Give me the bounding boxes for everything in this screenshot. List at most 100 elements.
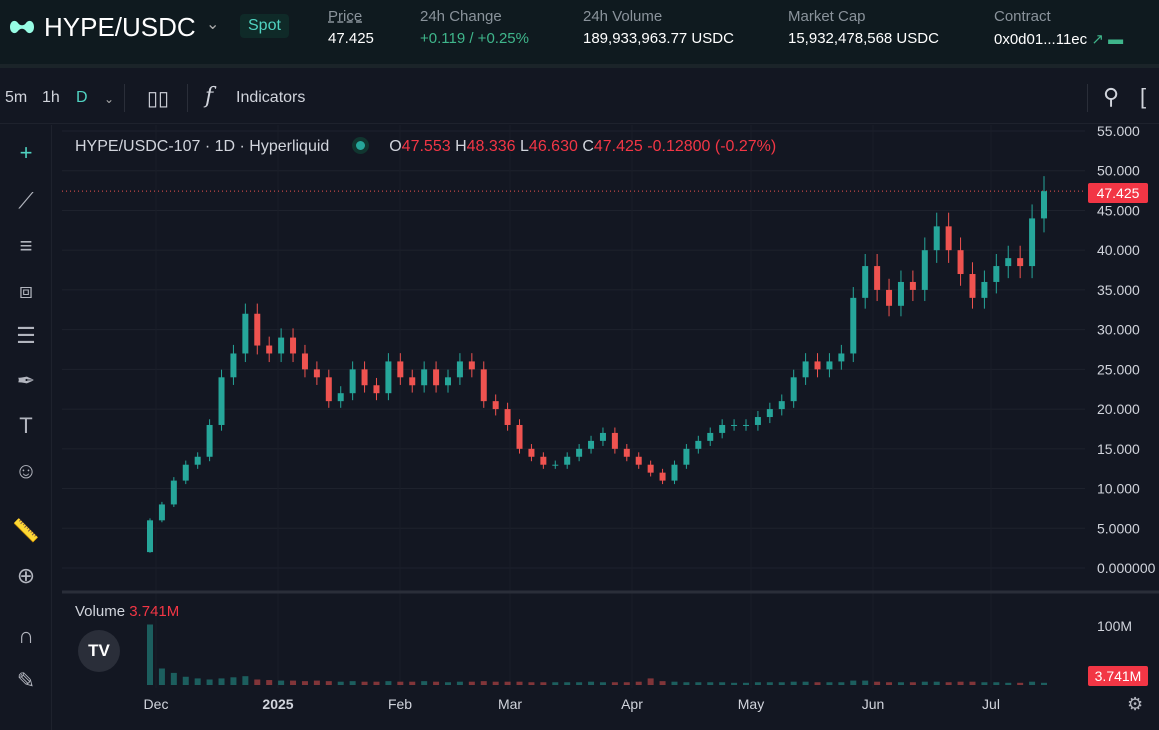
- magnet-icon[interactable]: ∩: [18, 623, 34, 648]
- candle: [874, 266, 881, 290]
- horizontal-lines-icon[interactable]: ≡: [19, 233, 33, 258]
- candle-type-icon[interactable]: ▯▯: [147, 88, 170, 110]
- y-tick-label: 35.000: [1097, 282, 1140, 298]
- candle: [325, 377, 332, 402]
- volume-bar: [504, 681, 511, 685]
- pair-selector[interactable]: HYPE/USDC: [44, 12, 196, 42]
- candle: [373, 385, 380, 394]
- volume-bar: [290, 680, 297, 685]
- candle: [301, 353, 308, 370]
- brush-icon[interactable]: ✒: [16, 368, 36, 393]
- crosshair-icon[interactable]: +: [19, 140, 33, 165]
- pattern-icon[interactable]: ⧈: [19, 278, 33, 303]
- candle: [1041, 191, 1047, 219]
- volume-bar: [790, 681, 797, 685]
- tradingview-logo[interactable]: TV: [78, 630, 120, 672]
- volume-bar: [516, 681, 523, 685]
- volume-bar: [313, 680, 320, 685]
- candle: [1029, 218, 1036, 267]
- volume-bar: [862, 680, 869, 685]
- volume-bar: [1005, 682, 1012, 685]
- zoom-in-icon[interactable]: ⊕: [16, 563, 36, 588]
- candle: [599, 432, 606, 441]
- candle: [1005, 258, 1012, 267]
- candle: [659, 472, 666, 481]
- candle: [230, 353, 237, 378]
- stat-24h-volume: 24h Volume 189,933,963.77 USDC: [583, 8, 734, 47]
- candle: [897, 281, 904, 306]
- interval-d[interactable]: D: [76, 89, 88, 106]
- chevron-down-icon[interactable]: ⌄: [206, 16, 220, 33]
- interval-dropdown-icon[interactable]: ⌄: [104, 92, 115, 106]
- interval-1h[interactable]: 1h: [42, 89, 60, 106]
- volume-bar: [802, 681, 809, 685]
- candle: [957, 250, 964, 275]
- volume-bar: [158, 668, 165, 685]
- volume-bar: [599, 682, 606, 685]
- x-tick-label: Dec: [144, 696, 169, 712]
- y-tick-label: 40.000: [1097, 242, 1140, 258]
- interval-5m[interactable]: 5m: [5, 89, 28, 106]
- candle: [528, 448, 535, 457]
- emoji-icon[interactable]: ☺: [14, 458, 38, 483]
- candle: [170, 480, 177, 505]
- x-tick-label: Apr: [621, 696, 643, 712]
- volume-bar: [182, 676, 189, 685]
- volume-bar: [397, 681, 404, 685]
- candle: [862, 266, 869, 298]
- y-tick-label: 5.0000: [1097, 520, 1140, 536]
- trend-line-icon[interactable]: ⟋: [18, 188, 34, 213]
- volume-value: 3.741M: [129, 603, 180, 620]
- volume-bar: [278, 680, 285, 685]
- function-icon[interactable]: f: [205, 84, 214, 109]
- stat-price: Price 47.425: [328, 8, 374, 47]
- quick-search-icon[interactable]: ⚲: [1103, 84, 1120, 109]
- candle: [743, 424, 749, 426]
- volume-bar: [421, 681, 428, 685]
- volume-bar: [492, 681, 499, 685]
- indicators-button[interactable]: Indicators: [236, 89, 306, 106]
- candle: [218, 377, 225, 425]
- y-tick-label: 20.000: [1097, 401, 1140, 417]
- fib-icon[interactable]: ☰: [16, 323, 36, 348]
- candle: [206, 424, 213, 457]
- volume-bar: [945, 682, 952, 685]
- contract-address[interactable]: 0x0d01...11ec: [994, 31, 1088, 48]
- candle: [421, 369, 428, 386]
- volume-bar: [456, 681, 463, 685]
- candle: [635, 456, 642, 465]
- volume-bar: [683, 682, 690, 685]
- candle: [886, 289, 893, 306]
- y-tick-label: 55.000: [1097, 123, 1140, 139]
- settings-icon[interactable]: ⚙: [1127, 694, 1144, 714]
- volume-bar: [1029, 681, 1036, 685]
- hyperliquid-logo-icon: [10, 20, 34, 34]
- text-icon[interactable]: T: [19, 413, 33, 438]
- volume-bar: [886, 682, 893, 685]
- wallet-icon[interactable]: ▬: [1108, 31, 1124, 48]
- volume-bar: [671, 681, 678, 685]
- y-tick-label: 0.000000: [1097, 560, 1156, 576]
- candle: [981, 281, 988, 298]
- volume-bar: [242, 676, 249, 685]
- volume-bar: [766, 682, 773, 685]
- volume-bar: [921, 681, 928, 685]
- lock-drawing-icon[interactable]: ✎: [16, 668, 36, 693]
- candle: [766, 409, 773, 418]
- y-tick-label: 15.000: [1097, 441, 1140, 457]
- candle: [1017, 258, 1024, 267]
- candle: [993, 266, 1000, 282]
- volume-bar: [373, 681, 380, 685]
- drawing-toolbar: + ⟋ ≡ ⧈ ☰ ✒ T ☺ 📏 ⊕ ∩ ✎: [0, 125, 52, 730]
- close-value: 47.425: [593, 138, 643, 155]
- candle: [695, 440, 702, 449]
- external-link-icon[interactable]: ↗: [1091, 31, 1104, 48]
- candle: [731, 424, 738, 426]
- ruler-icon[interactable]: 📏: [12, 518, 40, 543]
- fullscreen-icon[interactable]: [: [1140, 84, 1147, 109]
- candle: [278, 337, 285, 354]
- candle: [480, 369, 487, 402]
- candle: [564, 456, 571, 465]
- candle: [445, 377, 451, 386]
- candle: [754, 417, 761, 425]
